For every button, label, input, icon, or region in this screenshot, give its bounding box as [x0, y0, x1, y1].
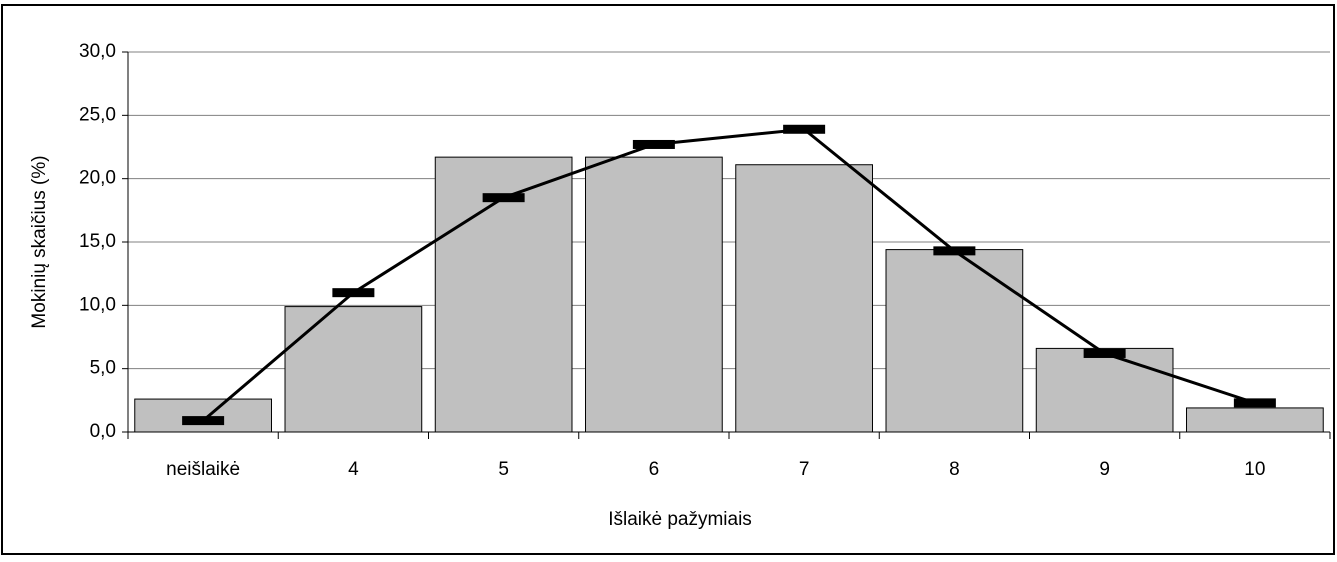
bar	[1035, 347, 1174, 433]
y-tick-label: 25,0	[79, 104, 116, 125]
line	[202, 127, 1256, 422]
x-tick-label: neišlaikė	[166, 459, 240, 480]
y-tick-label: 20,0	[79, 168, 116, 189]
bar	[1186, 407, 1324, 433]
bar	[284, 306, 423, 433]
line-marker	[933, 246, 976, 256]
bar	[585, 156, 723, 433]
x-tick-label: 8	[949, 459, 960, 480]
line-marker	[1083, 348, 1126, 358]
y-tick-label: 0,0	[90, 421, 116, 442]
x-tick-label: 4	[348, 459, 359, 480]
line-marker	[632, 139, 675, 149]
bar	[134, 398, 272, 433]
y-tick-label: 10,0	[79, 294, 116, 315]
line-marker	[482, 193, 525, 203]
line-marker	[1233, 398, 1276, 408]
line-marker	[182, 416, 225, 426]
x-axis-label: Išlaikė pažymiais	[608, 509, 752, 530]
y-tick-label: 30,0	[79, 41, 116, 62]
bar	[885, 249, 1024, 433]
x-tick-label: 6	[649, 459, 660, 480]
line-marker	[783, 124, 826, 134]
y-tick-label: 5,0	[90, 358, 116, 379]
x-tick-label: 7	[799, 459, 810, 480]
y-axis-label: Mokinių skaičius (%)	[29, 155, 50, 328]
x-tick-label: 9	[1099, 459, 1110, 480]
y-tick-label: 15,0	[79, 231, 116, 252]
bar	[735, 164, 873, 433]
bar	[434, 156, 573, 433]
line-marker	[332, 288, 375, 298]
x-tick-label: 10	[1244, 459, 1265, 480]
x-tick-label: 5	[498, 459, 509, 480]
